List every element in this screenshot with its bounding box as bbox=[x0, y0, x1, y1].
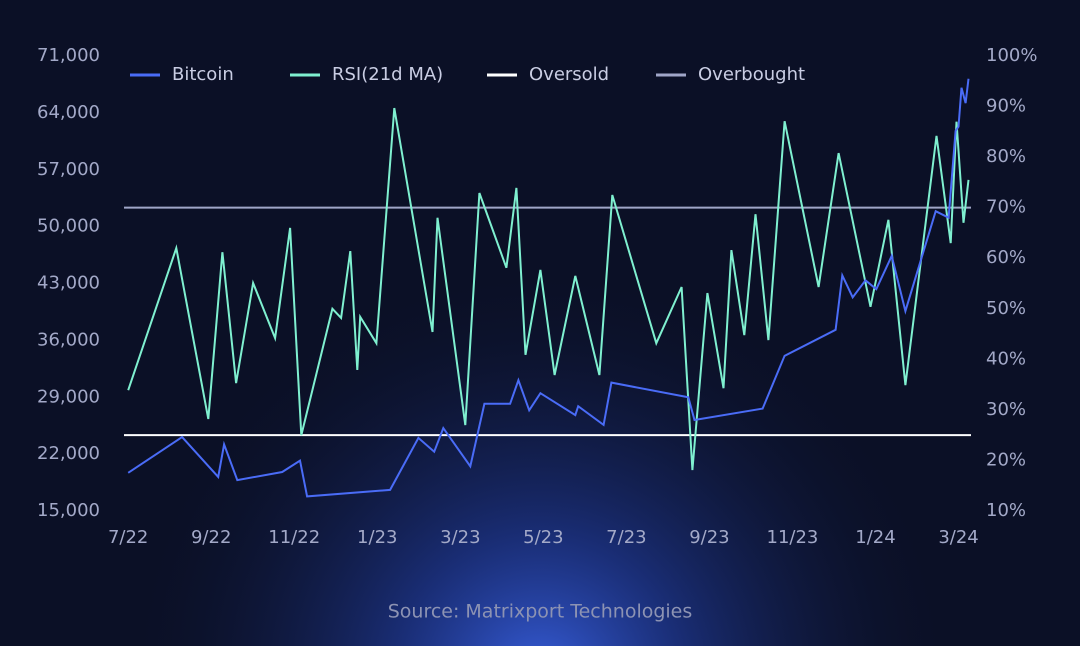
y-tick-label: 71,000 bbox=[37, 45, 100, 66]
legend-label: Oversold bbox=[529, 64, 609, 85]
y-tick-label: 57,000 bbox=[37, 159, 100, 180]
legend-label: Overbought bbox=[698, 64, 805, 85]
y-tick-label: 50,000 bbox=[37, 216, 100, 237]
y-tick-label: 36,000 bbox=[37, 329, 100, 350]
y2-tick-label: 20% bbox=[986, 449, 1026, 470]
x-tick-label: 11/23 bbox=[767, 527, 819, 548]
legend-label: Bitcoin bbox=[172, 64, 234, 85]
y2-tick-label: 90% bbox=[986, 96, 1026, 117]
y2-tick-label: 80% bbox=[986, 146, 1026, 167]
x-tick-label: 1/24 bbox=[855, 527, 895, 548]
x-tick-label: 7/23 bbox=[606, 527, 646, 548]
y2-tick-label: 50% bbox=[986, 298, 1026, 319]
y2-tick-label: 10% bbox=[986, 500, 1026, 521]
y-tick-label: 64,000 bbox=[37, 102, 100, 123]
x-tick-label: 1/23 bbox=[357, 527, 397, 548]
legend-label: RSI(21d MA) bbox=[332, 64, 443, 85]
y2-tick-label: 100% bbox=[986, 45, 1037, 66]
y2-tick-label: 70% bbox=[986, 197, 1026, 218]
y2-tick-label: 60% bbox=[986, 247, 1026, 268]
y2-tick-label: 30% bbox=[986, 399, 1026, 420]
x-tick-label: 3/24 bbox=[938, 527, 978, 548]
x-tick-label: 7/22 bbox=[108, 527, 148, 548]
x-tick-label: 3/23 bbox=[440, 527, 480, 548]
series-line bbox=[127, 78, 970, 498]
y-tick-label: 15,000 bbox=[37, 500, 100, 521]
source: Source: Matrixport Technologies bbox=[388, 601, 693, 623]
y-tick-label: 43,000 bbox=[37, 273, 100, 294]
x-tick-label: 9/22 bbox=[191, 527, 231, 548]
y2-tick-label: 40% bbox=[986, 348, 1026, 369]
x-tick-label: 9/23 bbox=[689, 527, 729, 548]
y-tick-label: 22,000 bbox=[37, 443, 100, 464]
series-line bbox=[127, 107, 970, 471]
y-tick-label: 29,000 bbox=[37, 386, 100, 407]
x-tick-label: 11/22 bbox=[268, 527, 320, 548]
x-tick-label: 5/23 bbox=[523, 527, 563, 548]
